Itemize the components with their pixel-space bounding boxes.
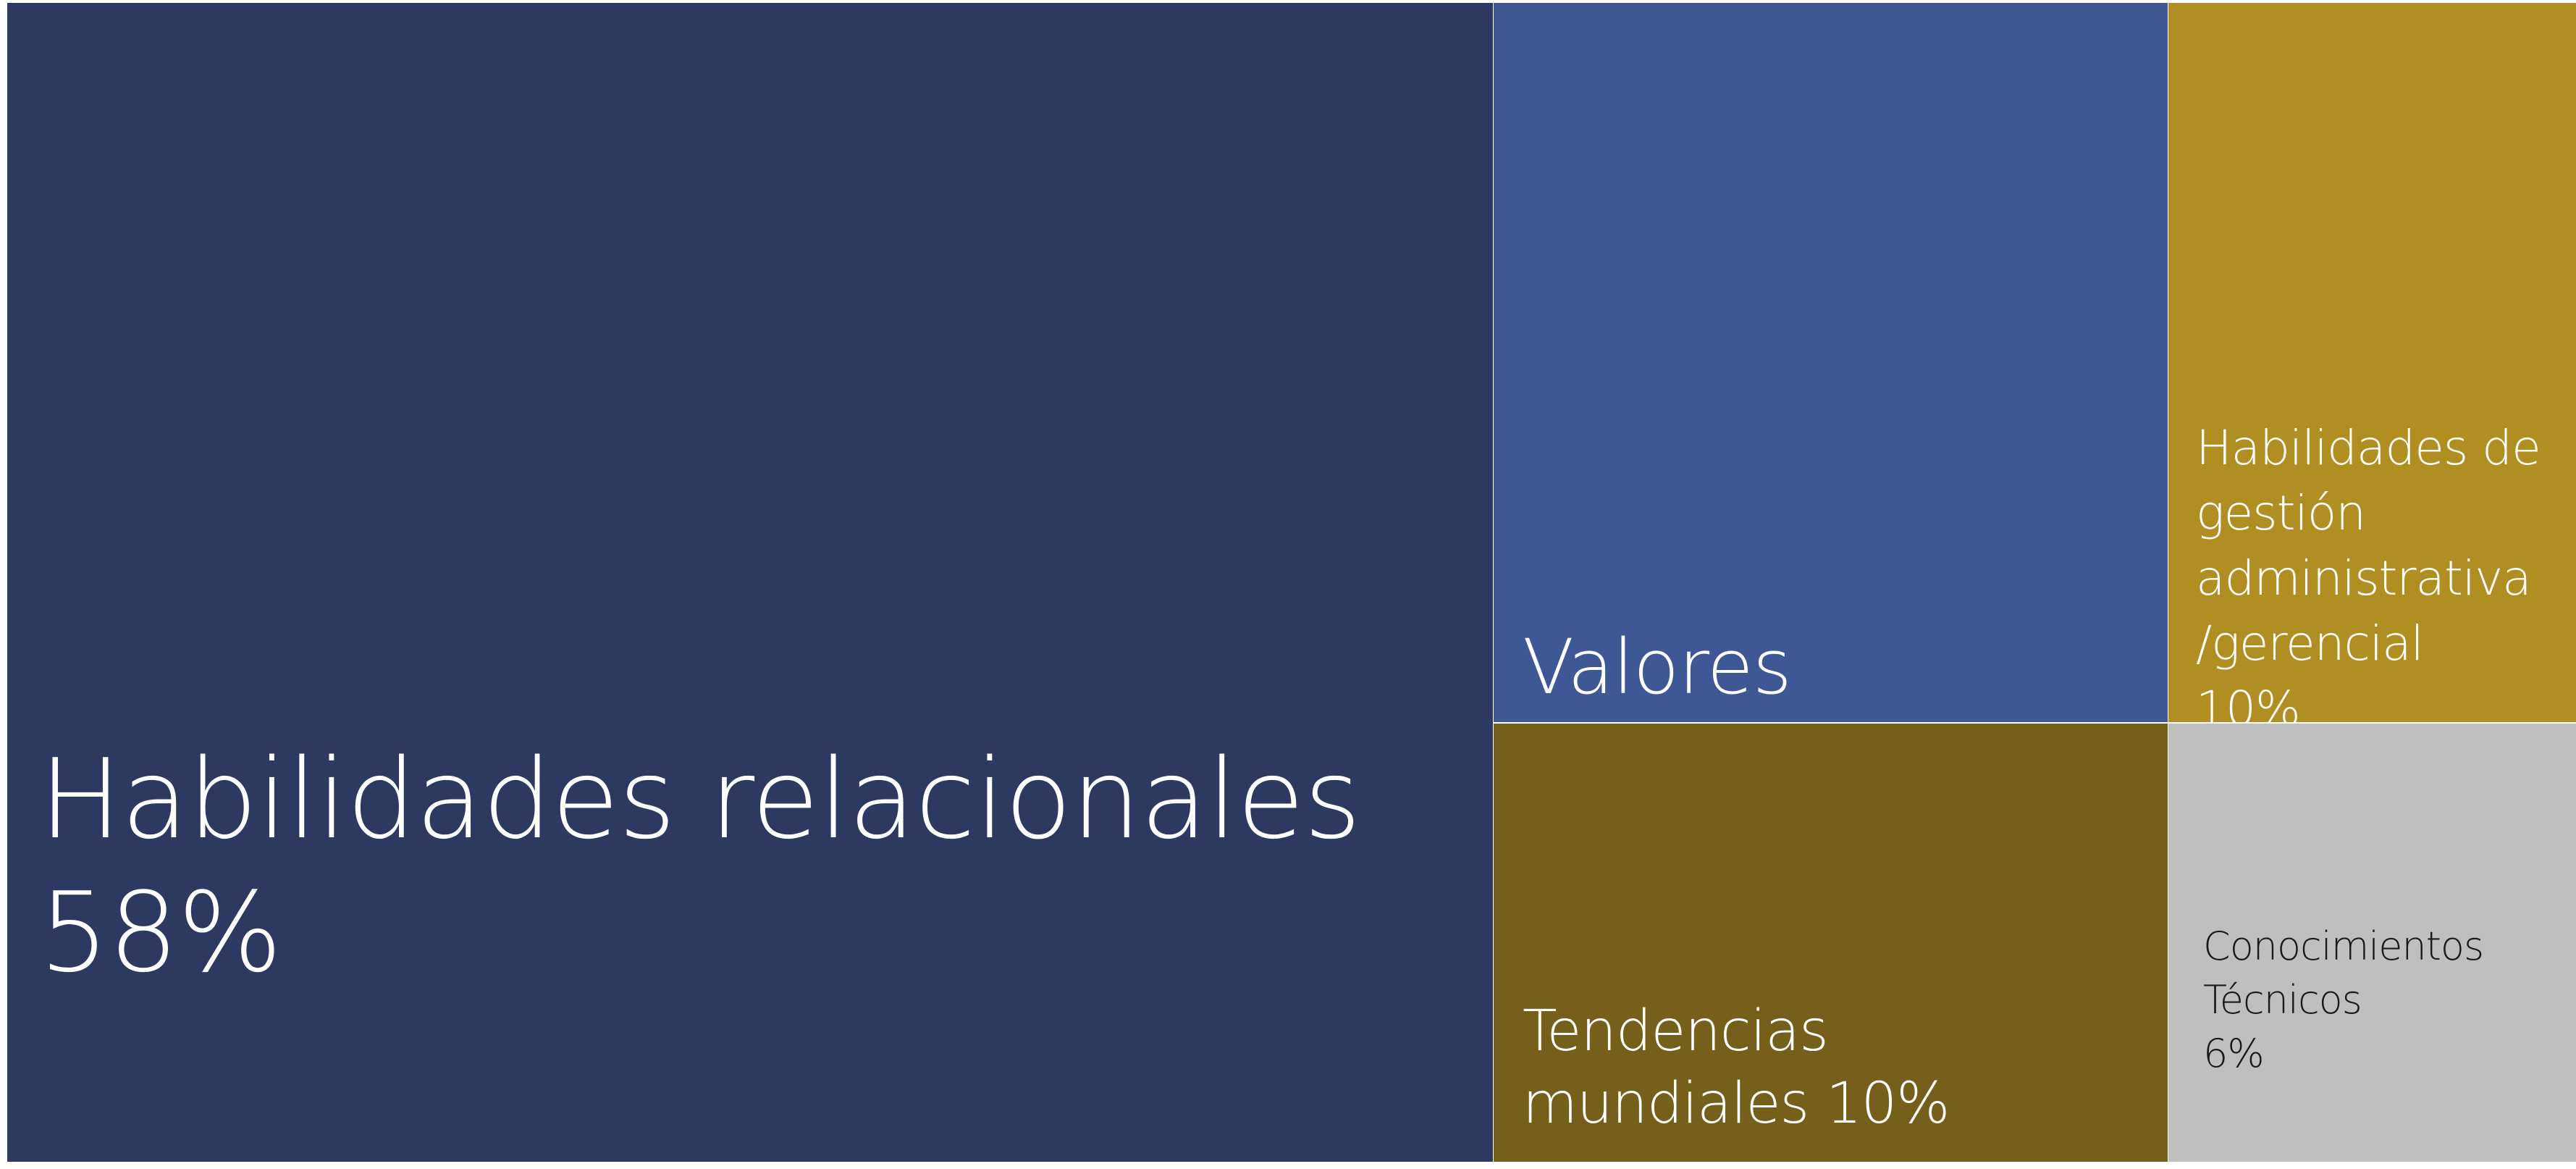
tile-value: 6% (2203, 1031, 2265, 1076)
tile-label: Habilidades de gestión administrativa /g… (2196, 351, 2541, 722)
tile-valores: Valores 16% (1494, 3, 2168, 722)
tile-habilidades-gestion: Habilidades de gestión administrativa /g… (2168, 3, 2576, 722)
tile-value: 16% (1523, 713, 1791, 722)
tile-tendencias-mundiales: Tendencias mundiales 10% (1494, 724, 2168, 1162)
tile-habilidades-relacionales: Habilidades relacionales 58% (7, 3, 1493, 1162)
tile-category: Habilidades de gestión administrativa /g… (2196, 420, 2541, 671)
tile-category: Tendencias mundiales (1523, 999, 1829, 1136)
tile-label: Habilidades relacionales 58% (39, 600, 1361, 1133)
tile-category: Conocimientos Técnicos (2203, 923, 2484, 1023)
tile-conocimientos-tecnicos: Conocimientos Técnicos 6% (2168, 724, 2576, 1162)
tile-value: 10% (2196, 681, 2301, 722)
tile-label: Tendencias mundiales 10% (1523, 923, 1950, 1140)
tile-label: Conocimientos Técnicos 6% (2203, 866, 2484, 1134)
tile-label: Valores 16% (1523, 528, 1792, 722)
tile-category: Habilidades relacionales (39, 735, 1361, 863)
tile-value: 58% (39, 868, 282, 997)
tile-value: 10% (1825, 1071, 1950, 1136)
tile-category: Valores (1523, 623, 1792, 711)
